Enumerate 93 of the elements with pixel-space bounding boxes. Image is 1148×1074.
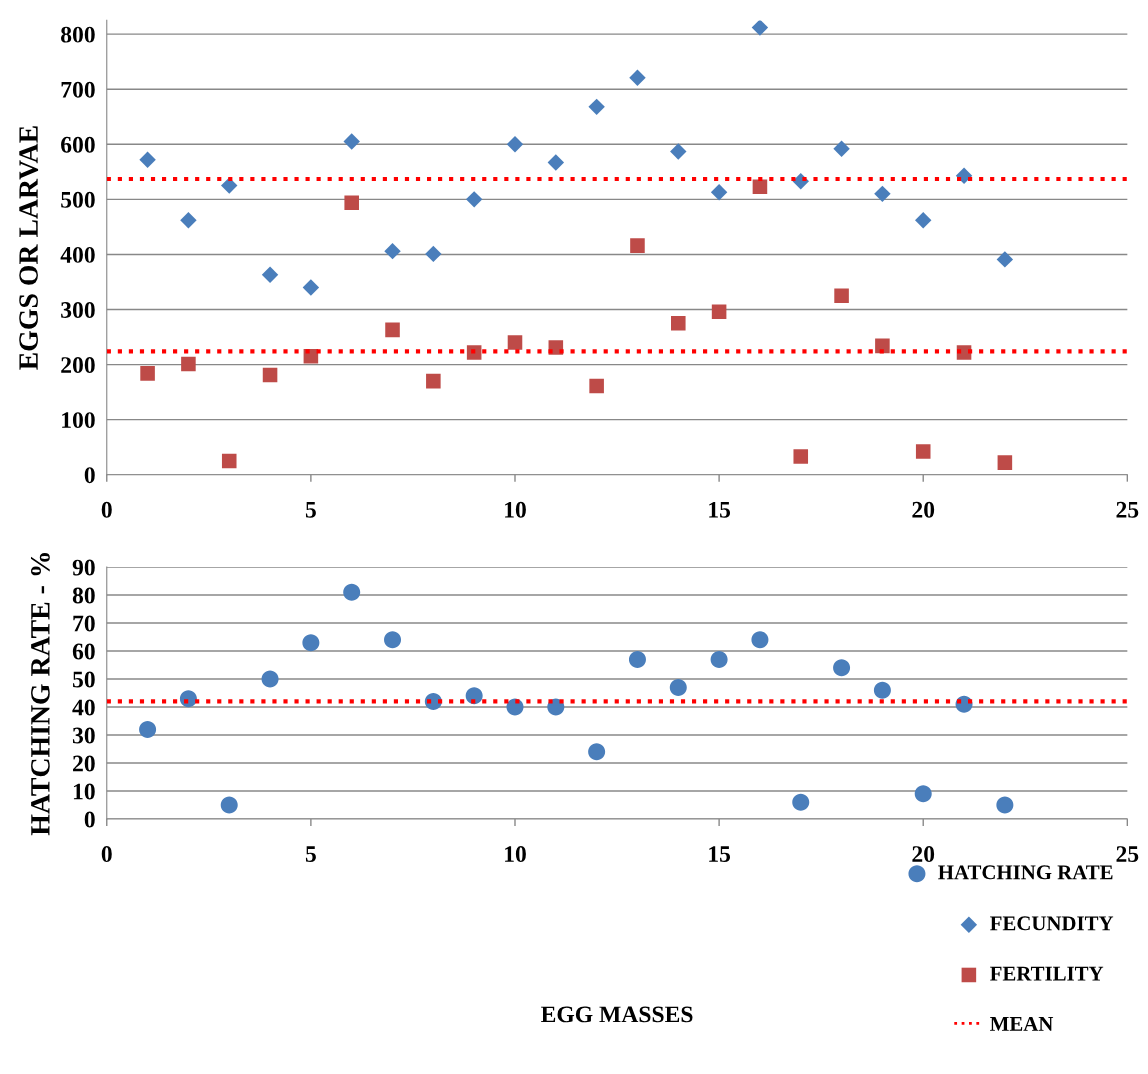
point xyxy=(630,238,645,253)
point xyxy=(671,315,686,331)
point xyxy=(547,154,565,171)
point xyxy=(261,670,279,688)
x-tick-label: 20 xyxy=(912,501,935,518)
point xyxy=(344,195,359,210)
point xyxy=(139,720,157,738)
y-tick-label: 700 xyxy=(61,81,95,98)
y-axis-title: EGGS OR LARVAE xyxy=(19,126,39,370)
point xyxy=(792,793,810,811)
x-tick-label: 5 xyxy=(305,502,316,518)
y-tick-label: 100 xyxy=(62,412,95,429)
point xyxy=(873,681,891,699)
point xyxy=(629,69,646,86)
point xyxy=(221,453,237,469)
point xyxy=(628,650,646,668)
point xyxy=(914,785,932,803)
x-tick-label: 10 xyxy=(505,846,526,863)
point xyxy=(220,796,238,814)
y-tick-label: 80 xyxy=(72,587,95,604)
point xyxy=(261,266,279,284)
point xyxy=(180,212,197,229)
point xyxy=(302,634,320,652)
point xyxy=(426,373,441,389)
y-tick-label: 600 xyxy=(61,136,95,153)
x-tick-label: 0 xyxy=(101,501,112,518)
y-tick-label: 70 xyxy=(73,615,95,632)
point xyxy=(425,245,442,263)
y-tick-label: 0 xyxy=(84,467,95,484)
point xyxy=(710,184,728,201)
point xyxy=(751,20,769,36)
y-tick-label: 0 xyxy=(84,811,95,828)
point xyxy=(385,322,400,338)
y-tick-label: 500 xyxy=(61,191,95,208)
point xyxy=(669,678,687,696)
point xyxy=(262,367,278,383)
legend-label: HATCHING RATE xyxy=(938,865,1113,880)
point xyxy=(874,185,891,203)
y-tick-label: 800 xyxy=(61,26,95,43)
y-tick-label: 30 xyxy=(72,727,95,744)
point xyxy=(506,136,524,153)
y-tick-label: 60 xyxy=(72,643,95,660)
point xyxy=(834,288,849,304)
point xyxy=(670,143,687,160)
point xyxy=(181,356,196,372)
point xyxy=(996,796,1014,814)
y-tick-label: 50 xyxy=(72,671,95,688)
point xyxy=(140,366,155,381)
y-axis-title: HATCHING RATE - % xyxy=(30,553,50,836)
legend-label: FECUNDITY xyxy=(990,916,1114,931)
point xyxy=(302,279,320,296)
y-tick-label: 200 xyxy=(61,357,95,373)
point xyxy=(997,455,1013,470)
point xyxy=(343,133,360,150)
point xyxy=(752,179,768,194)
x-tick-label: 15 xyxy=(709,501,731,518)
point xyxy=(793,449,809,464)
point xyxy=(466,345,482,360)
x-tick-label: 25 xyxy=(1116,846,1139,863)
x-tick-label: 20 xyxy=(912,846,935,863)
point xyxy=(139,151,156,168)
legend-label: MEAN xyxy=(990,1016,1054,1031)
x-axis-title: EGG MASSES xyxy=(541,1006,693,1023)
point xyxy=(711,304,727,319)
x-tick-label: 15 xyxy=(709,846,731,863)
point xyxy=(915,444,931,459)
point xyxy=(915,212,932,229)
point xyxy=(710,650,728,668)
point xyxy=(221,177,238,194)
x-tick-label: 10 xyxy=(505,501,526,518)
point xyxy=(507,335,523,350)
x-tick-label: 25 xyxy=(1116,501,1139,518)
point xyxy=(588,743,606,761)
x-tick-label: 0 xyxy=(101,846,112,863)
y-tick-label: 40 xyxy=(72,699,95,716)
point xyxy=(833,140,850,157)
point xyxy=(751,631,769,649)
y-tick-label: 20 xyxy=(73,755,95,772)
point xyxy=(384,242,401,260)
point xyxy=(588,98,605,116)
point xyxy=(589,378,604,394)
point xyxy=(996,251,1014,268)
point xyxy=(465,191,483,208)
x-tick-label: 5 xyxy=(305,846,316,863)
legend-label: FERTILITY xyxy=(990,966,1104,981)
point xyxy=(833,659,851,677)
y-tick-label: 400 xyxy=(60,246,95,263)
point xyxy=(343,583,361,601)
y-tick-label: 10 xyxy=(73,783,95,800)
y-tick-label: 90 xyxy=(72,559,95,576)
point xyxy=(875,338,890,354)
point xyxy=(384,631,402,649)
y-tick-label: 300 xyxy=(61,302,95,318)
